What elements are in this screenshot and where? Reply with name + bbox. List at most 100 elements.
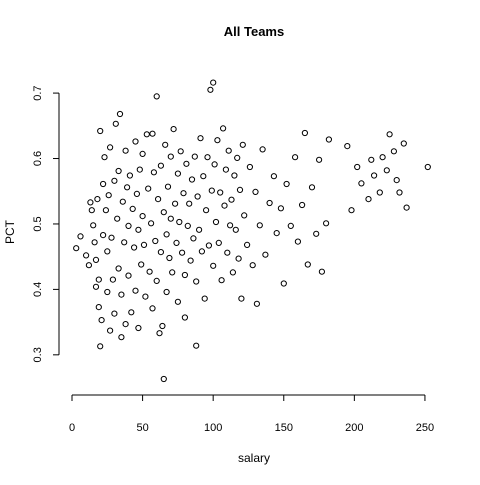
data-point [190,235,197,242]
data-point [172,200,179,207]
data-point [214,137,221,144]
y-axis: 0.3 0.4 0.5 0.6 0.7 [32,85,60,362]
data-point [140,241,148,248]
data-point [227,222,234,229]
data-point [292,154,299,161]
data-point [287,222,294,229]
data-point [105,192,112,199]
data-point [191,153,198,160]
data-point [153,277,160,284]
data-point [193,342,200,349]
data-point [174,170,181,177]
data-point [354,163,361,171]
data-point [115,167,122,175]
data-point [166,254,173,262]
data-point [121,239,128,246]
data-point [207,86,214,93]
data-point [277,205,284,212]
data-point [232,226,239,233]
data-point [318,268,325,275]
data-point [231,172,238,179]
data-point [112,120,119,127]
data-point [283,180,290,188]
data-point [396,189,403,196]
data-point [94,196,101,203]
data-point [194,193,201,200]
data-point [145,185,152,192]
data-point [224,249,231,256]
data-point [95,276,102,283]
data-point [116,110,124,118]
data-point [114,215,121,222]
data-point [115,265,122,272]
data-point [253,300,260,307]
data-point [88,207,95,214]
data-point [221,202,228,209]
x-tick-label: 250 [416,422,434,434]
data-point [386,131,393,138]
data-point [200,173,207,180]
data-point [85,262,93,269]
data-point [87,199,94,206]
data-point [316,156,323,163]
data-point [92,256,100,263]
data-point [304,261,311,268]
data-point [280,280,287,287]
data-point [100,180,107,188]
data-point [163,231,170,238]
data-point [111,310,118,317]
data-point [177,148,184,155]
data-point [131,244,138,251]
data-point [222,166,229,173]
data-point [244,241,251,248]
data-point [252,188,259,195]
data-point [170,126,177,133]
data-point [266,199,273,207]
data-point [150,169,157,176]
data-points [73,79,431,383]
data-point [234,154,241,161]
data-point [173,239,180,246]
y-tick-label: 0.6 [32,151,44,166]
data-point [256,222,263,229]
data-point [325,136,332,143]
data-point [181,314,188,321]
data-point [91,239,98,246]
data-point [98,317,105,324]
data-point [299,201,306,209]
data-point [135,324,142,332]
data-point [259,146,266,153]
data-point [225,147,232,154]
data-point [160,375,167,383]
data-point [107,144,114,151]
data-point [153,93,160,100]
data-point [205,242,212,249]
data-point [229,269,236,276]
data-point [204,154,211,161]
x-tick-label: 200 [345,422,363,434]
data-point [109,276,117,283]
data-point [155,196,162,203]
data-point [239,141,246,148]
data-point [124,184,131,191]
data-point [129,205,136,212]
data-point [73,245,80,252]
data-point [119,198,126,205]
data-point [198,248,205,255]
x-tick-label: 50 [136,422,148,434]
data-point [379,154,386,161]
data-point [126,172,133,179]
data-point [236,186,244,193]
data-point [249,262,256,269]
data-point [228,196,235,203]
data-point [122,321,129,328]
data-point [313,230,320,237]
data-point [358,180,365,187]
data-point [160,209,167,216]
data-point [135,226,142,233]
data-point [104,288,111,296]
x-axis-label: salary [238,451,270,465]
data-point [128,309,135,316]
